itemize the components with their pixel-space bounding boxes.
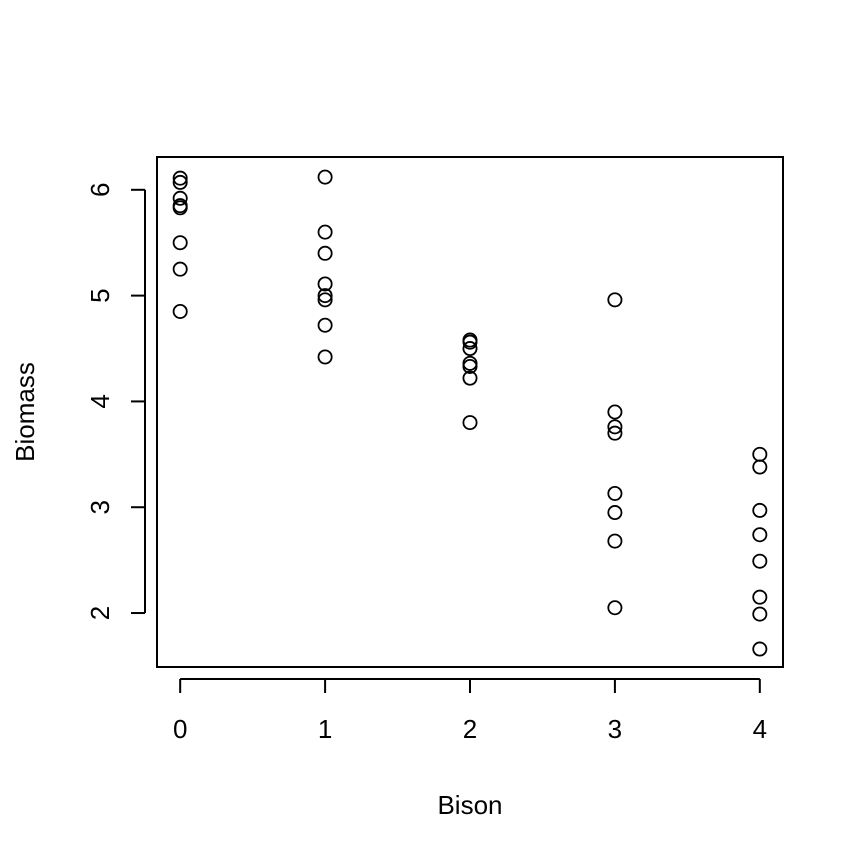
data-point: [462, 370, 478, 386]
y-axis-title: Biomass: [10, 362, 40, 462]
y-tick-label: 5: [85, 288, 115, 302]
data-point: [172, 303, 188, 319]
data-point: [317, 288, 333, 304]
y-tick-label: 4: [85, 394, 115, 408]
x-tick-label: 3: [608, 714, 622, 744]
plot-box: [156, 156, 784, 668]
data-point: [317, 292, 333, 308]
data-point: [462, 355, 478, 371]
x-axis-title: Bison: [437, 790, 502, 820]
data-point: [172, 200, 188, 216]
x-tick-label: 4: [753, 714, 767, 744]
x-tick-label: 0: [173, 714, 187, 744]
data-point: [462, 334, 478, 350]
data-point: [172, 170, 188, 186]
data-point: [462, 341, 478, 357]
data-point: [317, 349, 333, 365]
data-point: [172, 190, 188, 206]
data-point: [172, 261, 188, 277]
y-tick-label: 2: [85, 606, 115, 620]
data-point: [317, 224, 333, 240]
x-axis: 0 1 2 3 4: [173, 678, 767, 744]
data-point: [462, 359, 478, 375]
data-point: [607, 600, 623, 616]
data-points: [172, 169, 768, 657]
data-point: [607, 533, 623, 549]
data-point: [317, 276, 333, 292]
data-point: [752, 641, 768, 657]
data-point: [752, 606, 768, 622]
y-tick-label: 6: [85, 183, 115, 197]
data-point: [752, 527, 768, 543]
data-point: [607, 505, 623, 521]
data-point: [607, 419, 623, 435]
data-point: [607, 425, 623, 441]
y-tick-label: 3: [85, 500, 115, 514]
data-point: [607, 485, 623, 501]
data-point: [172, 235, 188, 251]
data-point: [172, 174, 188, 190]
data-point: [607, 404, 623, 420]
data-point: [317, 245, 333, 261]
data-point: [607, 292, 623, 308]
data-point: [752, 589, 768, 605]
data-point: [752, 459, 768, 475]
y-axis: 2 3 4 5 6: [85, 183, 146, 620]
data-point: [752, 446, 768, 462]
data-point: [752, 502, 768, 518]
data-point: [317, 169, 333, 185]
data-point: [317, 317, 333, 333]
x-tick-label: 2: [463, 714, 477, 744]
data-point: [752, 553, 768, 569]
x-tick-label: 1: [318, 714, 332, 744]
data-point: [462, 415, 478, 431]
